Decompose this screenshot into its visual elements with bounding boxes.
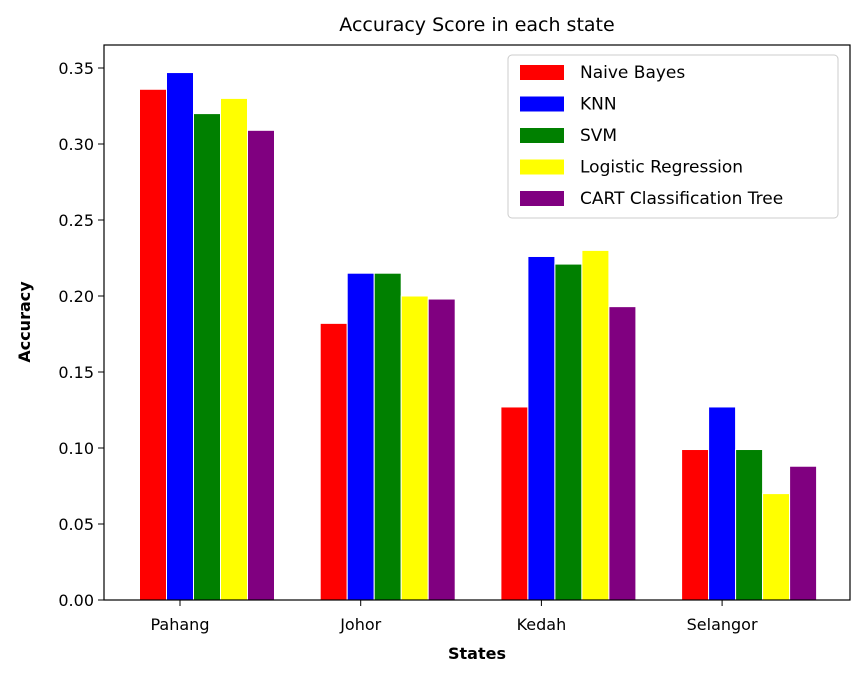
legend-label: Logistic Regression xyxy=(580,158,743,178)
chart-title: Accuracy Score in each state xyxy=(339,14,614,36)
bar-naive-bayes-johor xyxy=(319,322,348,601)
legend-label: CART Classification Tree xyxy=(580,189,783,209)
bar-cart-classification-tree-johor xyxy=(427,298,456,601)
bar-naive-bayes-selangor xyxy=(681,449,710,601)
x-tick-label: Kedah xyxy=(517,615,567,634)
bar-logistic-regression-selangor xyxy=(762,493,791,601)
bar-naive-bayes-kedah xyxy=(500,406,529,601)
y-tick-label: 0.05 xyxy=(58,515,94,534)
bar-naive-bayes-pahang xyxy=(139,88,167,601)
bar-svm-johor xyxy=(373,272,402,601)
legend-swatch xyxy=(520,191,564,206)
bar-svm-pahang xyxy=(193,113,221,601)
bar-svm-kedah xyxy=(554,263,583,601)
y-tick-label: 0.10 xyxy=(58,439,94,458)
y-axis-label: Accuracy xyxy=(15,281,34,363)
legend-swatch xyxy=(520,128,564,143)
x-tick-label: Johor xyxy=(339,615,381,634)
legend-label: KNN xyxy=(580,95,617,115)
bar-knn-selangor xyxy=(708,406,737,601)
x-tick-label: Selangor xyxy=(687,615,758,634)
y-tick-label: 0.25 xyxy=(58,211,94,230)
legend: Naive Bayes KNN SVM Logistic Regression CART… xyxy=(507,54,839,219)
y-tick-label: 0.20 xyxy=(58,287,94,306)
y-tick-label: 0.15 xyxy=(58,363,94,382)
bar-cart-classification-tree-kedah xyxy=(608,306,637,601)
bars-group xyxy=(139,72,818,601)
bar-knn-pahang xyxy=(166,72,194,601)
legend-box xyxy=(507,54,839,219)
legend-swatch xyxy=(520,96,564,112)
x-axis-label: States xyxy=(448,644,506,663)
x-tick-label: Pahang xyxy=(151,615,210,634)
y-tick-label: 0.30 xyxy=(58,135,94,154)
bar-knn-kedah xyxy=(527,255,556,601)
bar-cart-classification-tree-pahang xyxy=(247,129,275,601)
y-tick-label: 0.00 xyxy=(58,591,94,610)
bar-cart-classification-tree-selangor xyxy=(789,465,818,601)
legend-swatch xyxy=(520,159,564,175)
bar-svm-selangor xyxy=(735,449,764,601)
y-tick-label: 0.35 xyxy=(58,59,94,78)
x-axis: Pahang Johor Kedah Selangor xyxy=(151,600,758,634)
legend-label: Naive Bayes xyxy=(580,63,685,83)
plot-frame xyxy=(103,44,851,601)
y-axis: 0.00 0.05 0.10 0.15 0.20 0.25 0.30 0.35 xyxy=(58,59,104,610)
legend-label: SVM xyxy=(580,126,617,146)
bar-knn-johor xyxy=(346,272,375,601)
bar-logistic-regression-johor xyxy=(400,295,429,601)
bar-logistic-regression-kedah xyxy=(581,249,610,601)
legend-swatch xyxy=(520,65,564,80)
bar-logistic-regression-pahang xyxy=(220,97,248,601)
